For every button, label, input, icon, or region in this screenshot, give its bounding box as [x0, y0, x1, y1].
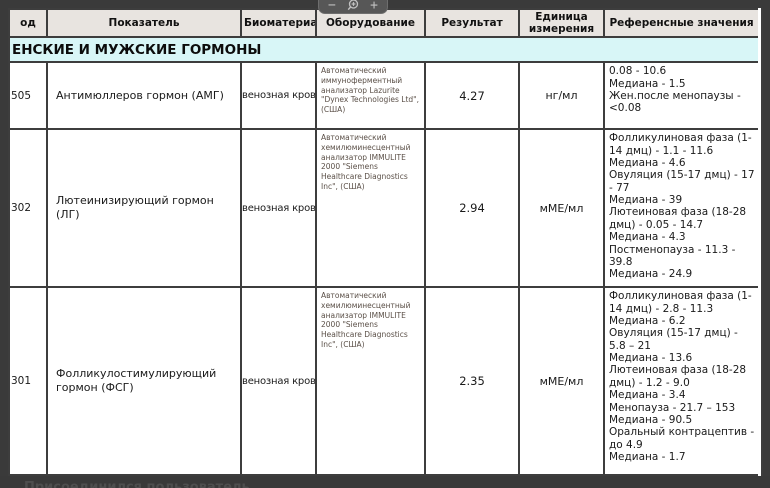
cell-unit: мМЕ/мл [518, 286, 605, 476]
column-header-unit: Единица измерения [518, 8, 605, 39]
table-row: 505 Антимюллеров гормон (АМГ) венозная к… [8, 61, 758, 131]
column-header-indicator: Показатель [46, 8, 242, 39]
cell-unit: нг/мл [518, 61, 605, 131]
cell-result: 2.35 [424, 286, 520, 476]
window-left-edge [0, 0, 8, 488]
cell-code: 505 [8, 61, 48, 131]
cell-unit: мМЕ/мл [518, 128, 605, 289]
column-header-biomaterial: Биоматериал [240, 8, 317, 39]
cell-reference: Фолликулиновая фаза (1-14 дмц) - 2.8 - 1… [603, 286, 758, 476]
status-bar-text: Присоединился пользователь [24, 480, 250, 488]
zoom-out-button[interactable]: − [328, 0, 336, 13]
cell-indicator: Фолликулостимулирующий гормон (ФСГ) [46, 286, 242, 476]
section-title: ЕНСКИЕ И МУЖСКИЕ ГОРМОНЫ [8, 36, 758, 64]
table-right-gap [758, 8, 761, 476]
cell-result: 4.27 [424, 61, 520, 131]
status-bar: Присоединился пользователь [0, 476, 770, 488]
window-right-edge [763, 0, 770, 488]
cell-biomaterial: венозная кровь [240, 61, 317, 131]
column-header-result: Результат [424, 8, 520, 39]
cell-indicator: Лютеинизирующий гормон (ЛГ) [46, 128, 242, 289]
table-header-row: од Показатель Биоматериал Оборудование Р… [8, 8, 758, 39]
lab-results-document: од Показатель Биоматериал Оборудование Р… [8, 8, 758, 476]
cell-equipment: Автоматический иммуноферментный анализат… [315, 61, 426, 131]
cell-indicator: Антимюллеров гормон (АМГ) [46, 61, 242, 131]
section-header-row: ЕНСКИЕ И МУЖСКИЕ ГОРМОНЫ [8, 36, 758, 64]
magnifier-plus-icon[interactable] [346, 0, 360, 12]
cell-reference: 0.08 - 10.6 Медиана - 1.5 Жен.после мено… [603, 61, 758, 131]
column-header-code: од [8, 8, 48, 39]
table-right-double-border [761, 8, 763, 476]
cell-reference: Фолликулиновая фаза (1-14 дмц) - 1.1 - 1… [603, 128, 758, 289]
cell-biomaterial: венозная кровь [240, 128, 317, 289]
zoom-in-button[interactable]: + [370, 0, 378, 13]
table-row: 301 Фолликулостимулирующий гормон (ФСГ) … [8, 286, 758, 476]
lab-results-table: од Показатель Биоматериал Оборудование Р… [8, 8, 758, 476]
zoom-toolbar: − + [318, 0, 388, 14]
cell-equipment: Автоматический хемилюминесцентный анализ… [315, 128, 426, 289]
table-row: 302 Лютеинизирующий гормон (ЛГ) венозная… [8, 128, 758, 289]
cell-biomaterial: венозная кровь [240, 286, 317, 476]
cell-code: 302 [8, 128, 48, 289]
column-header-reference: Референсные значения [603, 8, 758, 39]
cell-equipment: Автоматический хемилюминесцентный анализ… [315, 286, 426, 476]
cell-code: 301 [8, 286, 48, 476]
cell-result: 2.94 [424, 128, 520, 289]
